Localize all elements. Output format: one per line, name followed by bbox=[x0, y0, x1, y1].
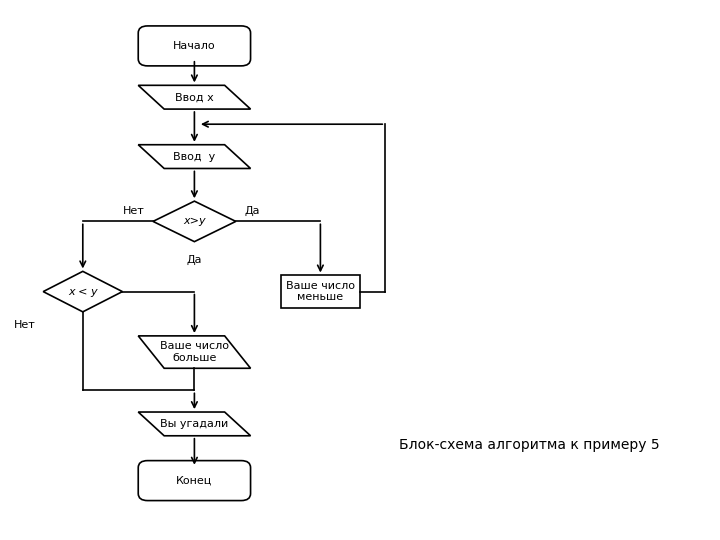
Text: Ваше число
больше: Ваше число больше bbox=[160, 341, 229, 363]
Text: Вы угадали: Вы угадали bbox=[161, 419, 228, 429]
Text: Блок-схема алгоритма к примеру 5: Блок-схема алгоритма к примеру 5 bbox=[399, 438, 660, 453]
Polygon shape bbox=[138, 85, 251, 109]
Text: Нет: Нет bbox=[14, 320, 36, 330]
Text: Конец: Конец bbox=[176, 476, 212, 485]
Text: x < y: x < y bbox=[68, 287, 98, 296]
Polygon shape bbox=[138, 412, 251, 436]
Polygon shape bbox=[43, 271, 122, 312]
Polygon shape bbox=[138, 145, 251, 168]
Bar bbox=[281, 275, 360, 308]
Text: x>y: x>y bbox=[183, 217, 206, 226]
Polygon shape bbox=[153, 201, 236, 241]
Text: Нет: Нет bbox=[122, 206, 145, 215]
Text: Да: Да bbox=[186, 254, 202, 265]
FancyBboxPatch shape bbox=[138, 461, 251, 501]
FancyBboxPatch shape bbox=[138, 26, 251, 66]
Polygon shape bbox=[138, 336, 251, 368]
Text: Ваше число
меньше: Ваше число меньше bbox=[286, 281, 355, 302]
Text: Начало: Начало bbox=[173, 41, 216, 51]
Text: Ввод x: Ввод x bbox=[175, 92, 214, 102]
Text: Да: Да bbox=[245, 206, 260, 215]
Text: Ввод  y: Ввод y bbox=[174, 152, 215, 161]
